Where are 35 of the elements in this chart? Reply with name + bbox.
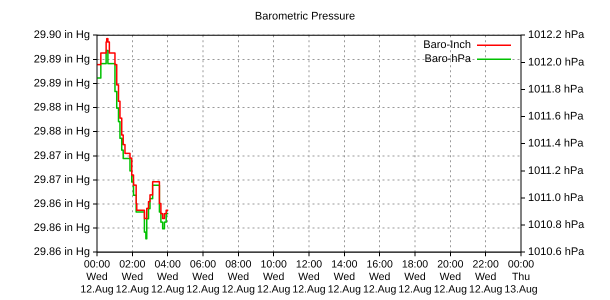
x-tick-label: 18:00 Wed 12.Aug: [398, 258, 432, 296]
x-tick-label: 00:00 Thu 13.Aug: [504, 258, 538, 296]
chart-title: Barometric Pressure: [254, 10, 356, 23]
x-tick-label: 16:00 Wed 12.Aug: [363, 258, 396, 296]
y-tick-label: 29.89 in Hg: [34, 77, 90, 90]
y2-tick-label: 1011.8 hPa: [528, 83, 584, 96]
y2-tick-label: 1010.8 hPa: [528, 219, 586, 232]
y2-tick-label: 1010.6 hPa: [528, 246, 586, 258]
x-tick-label: 10:00 Wed 12.Aug: [257, 258, 290, 296]
y2-tick-label: 1011.4 hPa: [528, 138, 584, 150]
legend-label: Baro-hPa: [424, 53, 472, 66]
x-tick-label: 22:00 Wed 12.Aug: [469, 258, 502, 296]
y2-tick-label: 1011.6 hPa: [528, 110, 584, 123]
x-tick-label: 08:00 Wed 12.Aug: [222, 258, 256, 296]
y2-tick-label: 1011.2 hPa: [528, 164, 584, 177]
legend-label: Baro-Inch: [423, 39, 471, 52]
x-tick-label: 02:00 Wed 12.Aug: [116, 258, 150, 296]
y-tick-label: 29.87 in Hg: [34, 150, 90, 162]
x-tick-label: 14:00 Wed 12.Aug: [328, 258, 362, 296]
y2-tick-label: 1012.0 hPa: [528, 56, 586, 68]
y-tick-label: 29.89 in Hg: [34, 53, 90, 66]
x-tick-label: 00:00 Wed 12.Aug: [80, 258, 114, 296]
x-tick-label: 04:00 Wed 12.Aug: [151, 258, 184, 296]
y2-tick-label: 1012.2 hPa: [528, 29, 586, 42]
x-tick-label: 20:00 Wed 12.Aug: [434, 258, 468, 296]
y-tick-label: 29.88 in Hg: [34, 102, 90, 114]
y-tick-label: 29.90 in Hg: [34, 29, 90, 42]
y-tick-label: 29.86 in Hg: [34, 246, 90, 258]
y-tick-label: 29.87 in Hg: [34, 174, 90, 186]
x-tick-label: 12:00 Wed 12.Aug: [292, 258, 326, 296]
y-tick-label: 29.88 in Hg: [34, 126, 90, 138]
x-tick-label: 06:00 Wed 12.Aug: [186, 258, 220, 296]
y-tick-label: 29.86 in Hg: [34, 198, 90, 210]
y2-tick-label: 1011.0 hPa: [528, 192, 584, 204]
y-tick-label: 29.86 in Hg: [34, 222, 90, 234]
